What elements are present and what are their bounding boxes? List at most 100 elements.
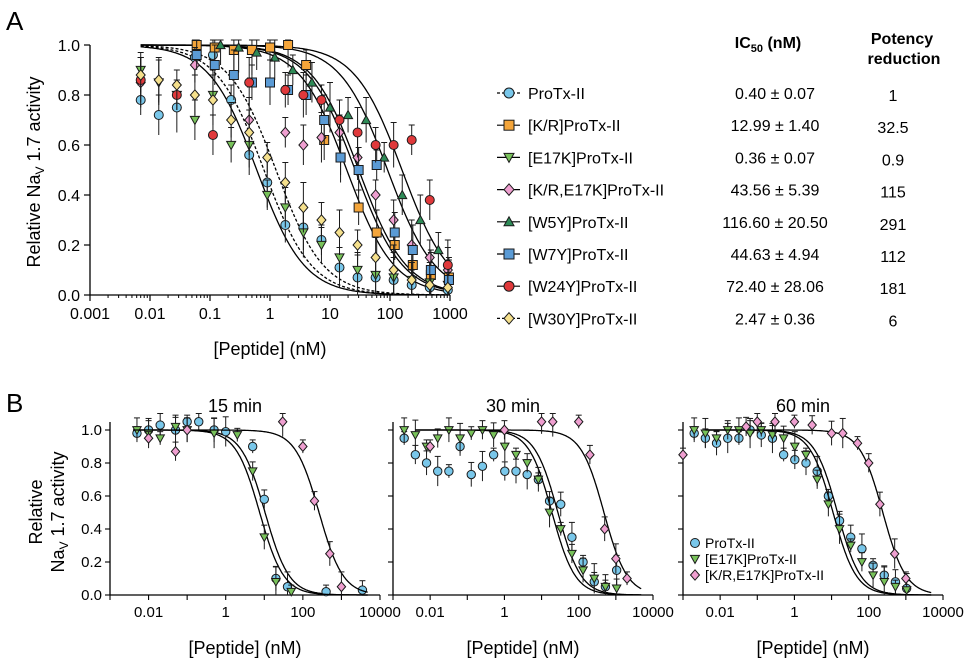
ic50-value: 44.63 ± 4.94 <box>731 247 820 264</box>
data-point-e17k-protx-ii <box>890 582 901 592</box>
chart-b-title: 30 min <box>486 396 540 416</box>
data-point-k-r-e17k-protx-ii <box>622 572 632 585</box>
potency-value: 115 <box>880 185 906 202</box>
data-point-protx-ii <box>778 450 789 460</box>
fit-curve-k-r-e17k-protx-ii <box>415 429 642 590</box>
fit-curve-e17k-protx-ii <box>133 429 368 596</box>
chart-b-y-tick-label: 1.0 <box>81 422 102 439</box>
data-point-k-r-e17k-protx-ii <box>599 523 610 535</box>
data-point-k-r-e17k-protx-ii <box>900 572 911 585</box>
data-point-w30y-protx-ii <box>334 226 345 239</box>
fit-curve-k-r-e17k-protx-ii <box>705 429 932 594</box>
legend-label: ProTx-II <box>528 86 585 103</box>
ic50-value: 0.40 ± 0.07 <box>735 86 815 103</box>
chart-a-y-tick-label: 0.0 <box>58 288 80 305</box>
fit-curve-protx-ii <box>133 429 368 596</box>
potency-value: 181 <box>880 281 907 298</box>
data-point-e17k-protx-ii <box>316 240 327 251</box>
data-point-protx-ii <box>155 420 165 430</box>
data-point-e17k-protx-ii <box>711 434 722 444</box>
data-point-w7y-protx-ii <box>353 165 364 175</box>
chart-a-y-tick-label: 1.0 <box>58 38 80 55</box>
data-point-e17k-protx-ii <box>270 577 281 588</box>
potency-value: 0.9 <box>882 152 904 169</box>
data-point-k-r-e17k-protx-ii <box>182 424 193 436</box>
data-point-k-r-e17k-protx-ii <box>585 449 595 461</box>
data-point-e17k-protx-ii <box>789 442 800 452</box>
data-point-w30y-protx-ii <box>442 281 453 294</box>
data-point-k-r-e17k-protx-ii <box>277 416 288 428</box>
legend-marker-e17k-protx-ii <box>689 554 701 565</box>
ic50-value: 12.99 ± 1.40 <box>731 118 820 135</box>
chart-a-y-tick-label: 0.4 <box>58 188 80 205</box>
legend-marker-protx-ii <box>503 87 515 99</box>
data-point-e17k-protx-ii <box>611 584 622 594</box>
data-point-w5y-protx-ii <box>324 101 336 112</box>
chart-b-x-tick-label: 100 <box>290 604 315 621</box>
data-point-e17k-protx-ii <box>778 434 789 444</box>
data-point-w7y-protx-ii <box>407 245 418 255</box>
fit-curve-k-r-e17k-protx-ii <box>133 429 368 593</box>
data-point-k-r-e17k-protx-ii <box>297 440 308 453</box>
legend-rows: ProTx-II 0.40 ± 0.07 1 [K/R]ProTx-II 12.99 ±… <box>497 86 909 330</box>
data-point-w5y-protx-ii <box>306 76 318 87</box>
data-point-k-r-e17k-protx-ii <box>425 440 436 453</box>
data-point-e17k-protx-ii <box>279 203 291 214</box>
chart-b-60-min: 60 min 0.01 1 100 10000 [Peptide] (nM) ProTx-I… <box>678 396 964 658</box>
data-point-protx-ii <box>433 466 443 476</box>
data-point-e17k-protx-ii <box>352 265 363 276</box>
chart-b-x-tick-label: 1 <box>222 604 230 621</box>
data-point-k-r-e17k-protx-ii <box>789 416 800 428</box>
legend-label: [E17K]ProTx-II <box>705 551 797 567</box>
chart-a-x-tick-label: 1000 <box>432 306 468 323</box>
data-point-e17k-protx-ii <box>247 467 258 477</box>
chart-b-x-tick-label: 0.01 <box>706 604 735 621</box>
data-point-protx-ii <box>556 499 566 509</box>
data-point-e17k-protx-ii <box>510 450 522 460</box>
data-point-w30y-protx-ii <box>244 126 255 139</box>
ic50-value: 43.56 ± 5.39 <box>731 183 820 200</box>
data-point-k-r-e17k-protx-ii <box>309 495 320 507</box>
data-point-k-r-e17k-protx-ii <box>170 445 181 458</box>
chart-b-y-tick-label: 0.2 <box>81 554 102 571</box>
data-point-k-r-e17k-protx-ii <box>837 427 848 439</box>
data-point-protx-ii <box>410 450 421 460</box>
fit-curve-w30y-protx-ii <box>140 45 450 296</box>
data-point-w7y-protx-ii <box>228 70 239 80</box>
data-point-e17k-protx-ii <box>533 475 544 485</box>
data-point-w5y-protx-ii <box>396 189 408 200</box>
chart-b-y-tick-label: 0.4 <box>81 521 102 538</box>
data-point-w5y-protx-ii <box>215 39 226 50</box>
chart-b-x-tick-label: 10000 <box>632 604 674 621</box>
data-point-protx-ii <box>444 466 454 476</box>
chart-b-x-tick-label: 1 <box>500 604 508 621</box>
data-point-e17k-protx-ii <box>566 549 577 559</box>
legend-marker-k-r-e17k-protx-ii <box>689 569 701 581</box>
data-point-w7y-protx-ii <box>389 227 400 238</box>
chart-b-group: 15 min 0.01 1 100 10000 0.0 0.2 0.4 0.6 0.8 1.0 [Pe… <box>81 396 964 658</box>
legend-label: ProTx-II <box>705 535 755 551</box>
data-point-k-r-e17k-protx-ii <box>807 419 818 431</box>
chart-b-30-min: 30 min 0.01 1 100 10000 [Peptide] (nM) <box>388 396 674 658</box>
legend-row-w5y-protx-ii: [W5Y]ProTx-II 116.60 ± 20.50 291 <box>497 215 906 234</box>
legend-label: [E17K]ProTx-II <box>528 150 633 167</box>
data-point-protx-ii <box>259 494 269 504</box>
data-point-e17k-protx-ii <box>455 434 466 444</box>
potency-value: 32.5 <box>877 120 908 137</box>
data-point-w24y-protx-ii <box>442 260 453 270</box>
data-point-k-r-protx-ii <box>353 202 364 213</box>
legend-label: [K/R]ProTx-II <box>528 118 620 135</box>
data-point-e17k-protx-ii <box>544 508 555 518</box>
fit-curve-e17k-protx-ii <box>415 429 642 596</box>
data-point-e17k-protx-ii <box>499 442 510 452</box>
data-point-k-r-e17k-protx-ii <box>324 548 335 560</box>
data-point-w7y-protx-ii <box>425 265 436 275</box>
chart-a-x-tick-label: 10 <box>321 306 339 323</box>
data-point-k-r-e17k-protx-ii <box>499 424 510 436</box>
fit-curve-k-r-protx-ii <box>140 44 450 293</box>
chart-b-x-label: [Peptide] (nM) <box>466 638 579 658</box>
data-point-protx-ii <box>153 110 164 120</box>
data-point-k-r-e17k-protx-ii <box>336 581 347 593</box>
data-point-k-r-e17k-protx-ii <box>143 432 154 444</box>
fit-curve-protx-ii <box>415 429 642 596</box>
